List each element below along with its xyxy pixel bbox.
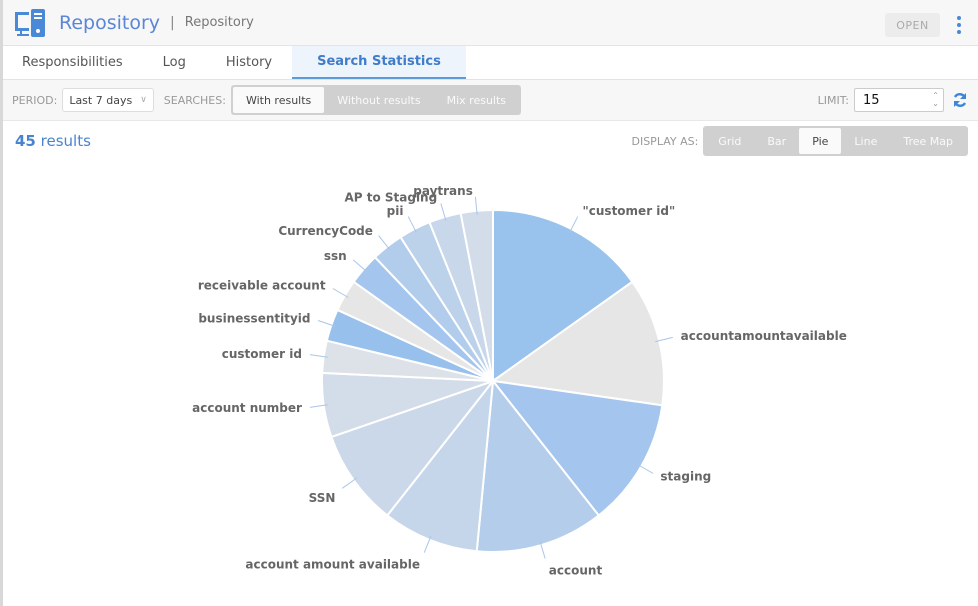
repository-icon xyxy=(15,8,45,37)
title-separator: | xyxy=(170,14,175,31)
tab-search-statistics[interactable]: Search Statistics xyxy=(292,46,466,79)
period-value: Last 7 days xyxy=(69,93,133,107)
period-label: PERIOD: xyxy=(12,93,58,107)
display-tree-map[interactable]: Tree Map xyxy=(903,134,953,148)
label-leader-line xyxy=(332,288,349,298)
display-as-label: DISPLAY AS: xyxy=(631,134,699,148)
label-leader-line xyxy=(352,259,368,273)
slice-label: ssn xyxy=(324,249,347,263)
label-leader-line xyxy=(318,320,336,327)
app-header: Repository | Repository OPEN xyxy=(3,0,978,46)
limit-control: LIMIT: 15 ⌃ ⌄ xyxy=(818,88,968,112)
slice-label: SSN xyxy=(309,491,336,505)
tab-bar: Responsibilities Log History Search Stat… xyxy=(3,46,978,80)
limit-value: 15 xyxy=(863,92,880,108)
period-select[interactable]: Last 7 days ∨ xyxy=(62,88,154,112)
limit-label: LIMIT: xyxy=(817,93,849,107)
display-line[interactable]: Line xyxy=(854,134,878,148)
chevron-down-icon: ∨ xyxy=(140,95,147,105)
slice-label: AP to Staging xyxy=(344,191,437,205)
more-options-icon[interactable] xyxy=(956,16,962,34)
slice-label: receivable account xyxy=(198,279,326,293)
label-leader-line xyxy=(342,477,358,489)
slice-label: pii xyxy=(387,204,404,218)
label-leader-line xyxy=(569,216,579,233)
slice-label: paytrans xyxy=(413,184,473,198)
display-pie[interactable]: Pie xyxy=(799,128,842,154)
slice-label: account xyxy=(549,563,603,577)
label-leader-line xyxy=(539,541,546,559)
slice-label: account number xyxy=(192,401,302,415)
display-as-control: DISPLAY AS: Grid Bar Pie Line Tree Map xyxy=(631,126,968,156)
filter-toolbar: PERIOD: Last 7 days ∨ SEARCHES: With resu… xyxy=(3,80,978,121)
label-leader-line xyxy=(309,354,328,358)
display-bar[interactable]: Bar xyxy=(767,134,787,148)
searches-label: SEARCHES: xyxy=(163,93,226,107)
tab-responsibilities[interactable]: Responsibilities xyxy=(22,55,123,70)
refresh-icon[interactable] xyxy=(952,92,968,108)
mix-results-option[interactable]: Mix results xyxy=(446,93,507,107)
label-leader-line xyxy=(378,235,391,251)
tab-history[interactable]: History xyxy=(225,55,273,70)
open-button[interactable]: OPEN xyxy=(885,13,940,37)
label-leader-line xyxy=(423,535,432,553)
slice-label: CurrencyCode xyxy=(278,224,373,238)
slice-label: customer id xyxy=(222,347,302,361)
with-results-option[interactable]: With results xyxy=(232,87,325,113)
slice-label: staging xyxy=(660,470,711,484)
label-leader-line xyxy=(474,196,478,215)
stepper-icon[interactable]: ⌃ ⌄ xyxy=(932,91,939,108)
label-leader-line xyxy=(637,464,654,474)
without-results-option[interactable]: Without results xyxy=(337,93,421,107)
breadcrumb: Repository xyxy=(184,15,254,30)
tab-log[interactable]: Log xyxy=(162,55,186,70)
slice-label: account amount available xyxy=(245,557,420,571)
label-leader-line xyxy=(440,203,447,221)
searches-toggle: With results Without results Mix results xyxy=(230,85,522,115)
page-title: Repository xyxy=(59,11,161,34)
slice-label: businessentityid xyxy=(198,312,310,326)
pie-chart: "customer id" accountamountavailable stagi… xyxy=(192,184,847,577)
results-label: results xyxy=(40,132,91,150)
limit-input[interactable]: 15 ⌃ ⌄ xyxy=(854,88,944,112)
slice-label: accountamountavailable xyxy=(681,329,847,343)
label-leader-line xyxy=(309,404,328,408)
label-leader-line xyxy=(655,336,673,343)
display-toggle: Grid Bar Pie Line Tree Map xyxy=(703,126,968,156)
label-leader-line xyxy=(407,216,417,233)
slice-label: "customer id" xyxy=(583,204,676,218)
results-number: 45 xyxy=(15,132,36,150)
results-count: 45 results xyxy=(15,132,91,150)
display-grid[interactable]: Grid xyxy=(718,134,742,148)
